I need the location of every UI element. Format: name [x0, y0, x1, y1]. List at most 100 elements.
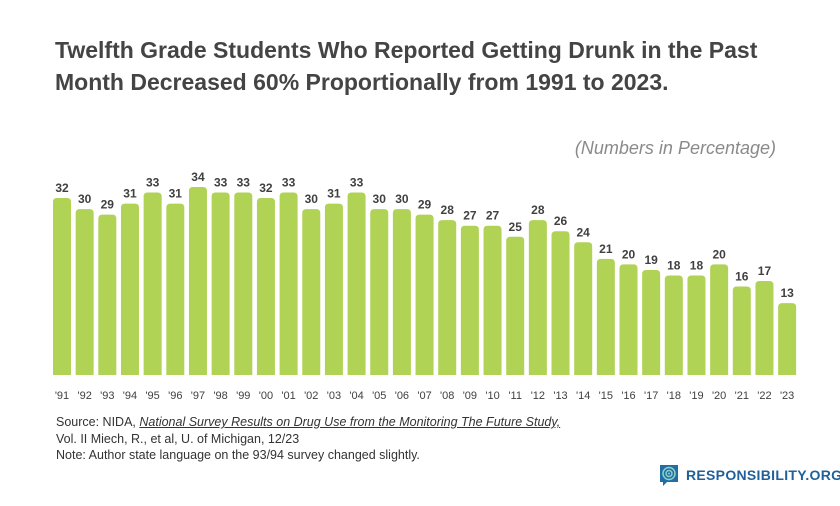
- data-label: 31: [123, 187, 137, 201]
- data-label: 27: [463, 209, 477, 223]
- bar-06: [392, 209, 411, 375]
- data-label: 30: [395, 192, 409, 206]
- x-tick-label: '03: [327, 390, 341, 402]
- x-tick-label: '01: [281, 390, 295, 402]
- bar-01: [279, 192, 298, 375]
- x-tick-label: '05: [372, 390, 386, 402]
- x-tick-label: '96: [168, 390, 182, 402]
- x-tick-label: '21: [735, 390, 749, 402]
- bar-98: [211, 192, 230, 375]
- data-label: 28: [441, 203, 455, 217]
- bar-chart: 32 '91 30 '92 29 '93 31 '94 33 '95 31 '96 34 '97 33 '98…: [53, 170, 797, 402]
- data-label: 19: [644, 253, 658, 267]
- bar-11: [506, 236, 525, 375]
- unit-note: (Numbers in Percentage): [574, 138, 776, 158]
- x-tick-label: '15: [599, 390, 613, 402]
- bar-20: [710, 264, 729, 375]
- x-tick-label: '11: [508, 390, 522, 402]
- data-label: 28: [531, 203, 545, 217]
- x-tick-label: '18: [667, 390, 681, 402]
- bar-95: [143, 192, 162, 375]
- x-tick-label: '12: [531, 390, 545, 402]
- x-tick-label: '91: [55, 390, 69, 402]
- source-link[interactable]: National Survey Results on Drug Use from…: [139, 415, 561, 429]
- data-label: 31: [327, 187, 341, 201]
- x-tick-label: '93: [100, 390, 114, 402]
- bar-19: [687, 275, 706, 375]
- x-tick-label: '00: [259, 390, 273, 402]
- data-label: 24: [577, 225, 591, 239]
- x-tick-label: '08: [440, 390, 454, 402]
- bar-09: [460, 225, 479, 375]
- bar-15: [596, 258, 615, 375]
- data-label: 27: [486, 209, 500, 223]
- x-tick-label: '98: [213, 390, 227, 402]
- data-label: 33: [282, 176, 296, 190]
- bar-07: [415, 214, 434, 375]
- bar-91: [53, 198, 71, 375]
- x-tick-label: '95: [145, 390, 159, 402]
- data-label: 34: [191, 170, 205, 184]
- x-tick-label: '19: [689, 390, 703, 402]
- logo: RESPONSIBILITY.ORG: [658, 463, 840, 487]
- x-tick-label: '97: [191, 390, 205, 402]
- data-label: 21: [599, 242, 613, 256]
- x-tick-label: '10: [485, 390, 499, 402]
- logo-icon: [660, 465, 678, 486]
- x-tick-label: '07: [417, 390, 431, 402]
- data-label: 29: [418, 198, 432, 212]
- bar-92: [75, 209, 94, 375]
- data-label: 33: [146, 176, 160, 190]
- x-tick-label: '14: [576, 390, 590, 402]
- data-label: 32: [259, 181, 273, 195]
- x-tick-label: '22: [757, 390, 771, 402]
- bar-96: [166, 203, 185, 375]
- data-label: 26: [554, 214, 568, 228]
- data-label: 29: [101, 198, 115, 212]
- x-tick-label: '23: [780, 390, 794, 402]
- bar-14: [574, 242, 593, 375]
- source-prefix: Source: NIDA,: [56, 415, 140, 429]
- data-label: 32: [55, 181, 69, 195]
- bar-03: [324, 203, 343, 375]
- x-tick-label: '17: [644, 390, 658, 402]
- bar-97: [188, 187, 207, 375]
- bar-16: [619, 264, 638, 375]
- data-label: 20: [712, 247, 726, 261]
- x-tick-label: '13: [553, 390, 567, 402]
- data-label: 33: [237, 176, 251, 190]
- data-label: 25: [509, 220, 523, 234]
- x-tick-label: '99: [236, 390, 250, 402]
- data-label: 20: [622, 247, 636, 261]
- x-tick-label: '02: [304, 390, 318, 402]
- data-label: 31: [169, 187, 183, 201]
- data-label: 33: [214, 176, 228, 190]
- bar-18: [664, 275, 683, 375]
- bar-93: [98, 214, 117, 375]
- bar-99: [234, 192, 253, 375]
- logo-text: RESPONSIBILITY.ORG: [686, 467, 840, 483]
- x-tick-label: '04: [349, 390, 363, 402]
- x-tick-label: '16: [621, 390, 635, 402]
- x-tick-label: '94: [123, 390, 137, 402]
- bar-17: [642, 269, 661, 375]
- data-label: 33: [350, 176, 364, 190]
- data-label: 16: [735, 270, 749, 284]
- bar-22: [755, 281, 774, 375]
- bar-04: [347, 192, 366, 375]
- bar-23: [778, 303, 797, 375]
- bar-05: [370, 209, 389, 375]
- x-tick-label: '09: [463, 390, 477, 402]
- bar-21: [732, 286, 751, 375]
- bar-00: [256, 198, 275, 375]
- data-label: 30: [78, 192, 92, 206]
- bar-10: [483, 225, 502, 375]
- bar-94: [120, 203, 139, 375]
- bar-08: [438, 220, 457, 375]
- bar-12: [528, 220, 547, 375]
- x-tick-label: '06: [395, 390, 409, 402]
- x-tick-label: '20: [712, 390, 726, 402]
- bar-13: [551, 231, 570, 375]
- data-label: 13: [780, 286, 794, 300]
